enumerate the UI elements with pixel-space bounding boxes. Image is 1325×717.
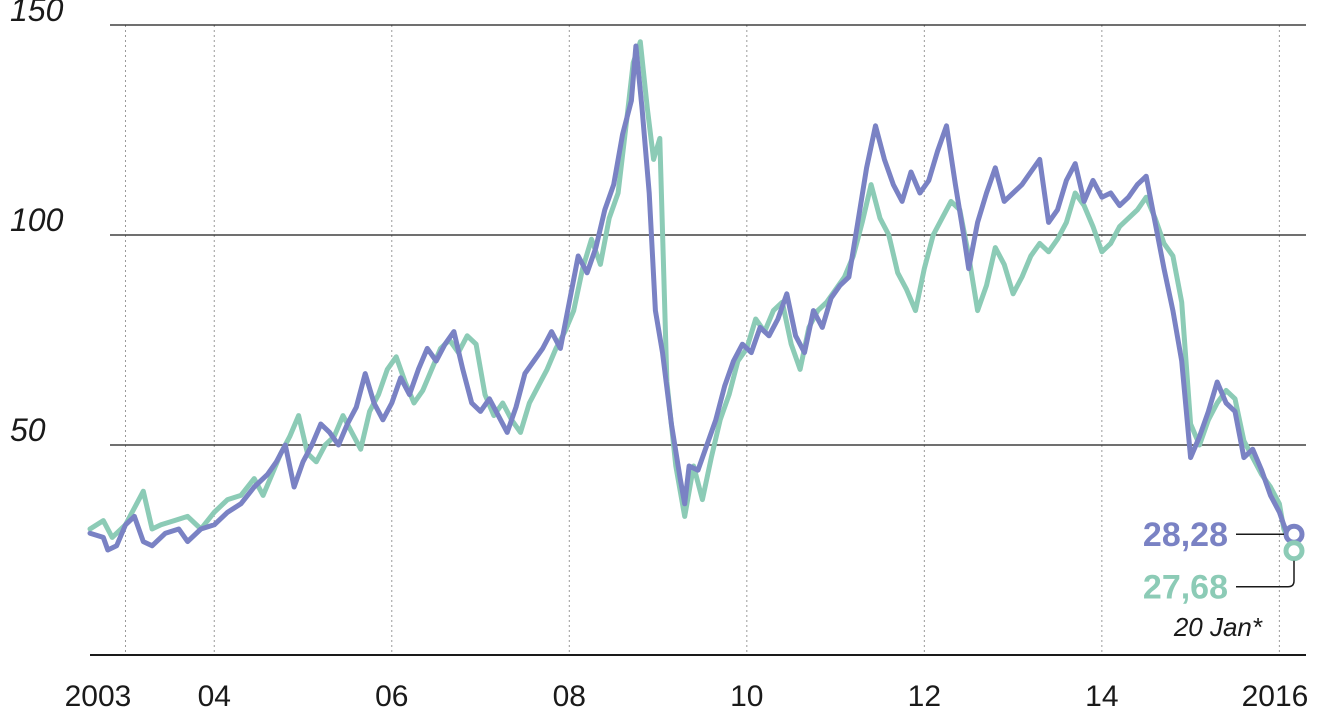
x-tick-label: 14 bbox=[1085, 680, 1118, 713]
y-tick-labels: 150 100 50 bbox=[10, 0, 64, 448]
vertical-gridlines bbox=[125, 25, 1280, 655]
horizontal-gridlines bbox=[110, 24, 1306, 446]
leader-line bbox=[1236, 560, 1295, 588]
y-tick-label: 150 bbox=[10, 0, 64, 28]
end-markers bbox=[1283, 523, 1305, 562]
end-label: 28,28 bbox=[1143, 516, 1228, 554]
x-tick-label: 06 bbox=[375, 680, 408, 713]
x-tick-label: 2016 bbox=[1242, 680, 1309, 713]
x-tick-label: 04 bbox=[198, 680, 231, 713]
end-marker bbox=[1283, 540, 1305, 562]
series-line bbox=[87, 39, 1291, 542]
x-tick-label: 12 bbox=[908, 680, 941, 713]
end-labels: 28,28 27,68 bbox=[1143, 516, 1295, 607]
x-tick-labels: 2003 04 06 08 10 12 14 2016 bbox=[65, 680, 1309, 713]
x-tick-label: 10 bbox=[730, 680, 763, 713]
end-label: 27,68 bbox=[1143, 569, 1228, 607]
x-tick-label: 08 bbox=[553, 680, 586, 713]
end-marker bbox=[1283, 523, 1305, 545]
series-line bbox=[87, 43, 1291, 553]
y-tick-label: 100 bbox=[10, 202, 64, 238]
series-lines bbox=[87, 39, 1291, 553]
y-tick-label: 50 bbox=[10, 412, 46, 448]
date-annotation: 20 Jan* bbox=[1173, 612, 1263, 642]
x-tick-label: 2003 bbox=[65, 680, 132, 713]
